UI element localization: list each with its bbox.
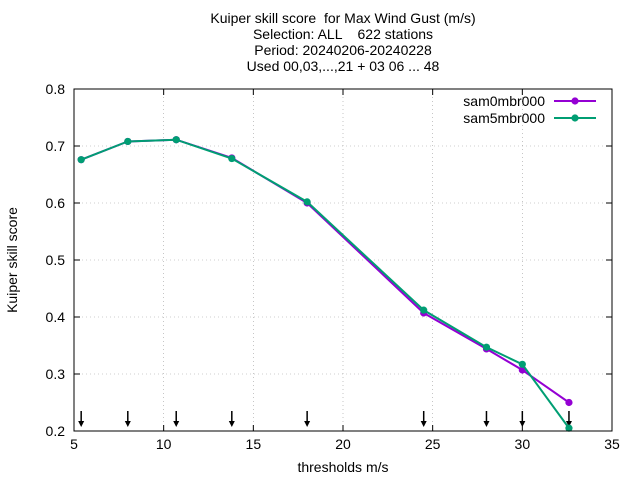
data-point-sam5mbr000 [172,136,180,144]
y-axis-label: Kuiper skill score [4,207,20,313]
data-point-sam5mbr000 [518,360,526,368]
x-tick-label: 20 [335,436,351,452]
grid [74,89,612,431]
threshold-arrow-head [228,421,235,427]
y-tick-label: 0.5 [46,252,66,268]
threshold-markers [78,411,572,427]
threshold-arrow-head [483,421,490,427]
y-tick-label: 0.7 [46,138,66,154]
data-point-sam5mbr000 [303,198,311,206]
x-tick-label: 15 [246,436,262,452]
series-layer [77,136,573,432]
data-point-sam5mbr000 [420,306,428,314]
threshold-arrow-head [565,421,572,427]
threshold-arrow-head [173,421,180,427]
legend-label: sam5mbr000 [463,110,545,126]
x-tick-label: 25 [425,436,441,452]
y-tick-label: 0.4 [46,309,66,325]
y-tick-label: 0.2 [46,423,66,439]
data-point-sam5mbr000 [77,156,85,164]
title-line-2: Selection: ALL 622 stations [252,26,434,42]
chart-title: Kuiper skill score for Max Wind Gust (m/… [0,10,640,74]
x-tick-label: 35 [604,436,620,452]
x-axis-label: thresholds m/s [297,459,388,475]
legend-marker [571,114,579,122]
y-tick-label: 0.3 [46,366,66,382]
x-tick-label: 10 [156,436,172,452]
data-point-sam5mbr000 [565,424,573,432]
data-point-sam0mbr000 [565,398,573,407]
y-tick-label: 0.8 [46,81,66,97]
data-point-sam5mbr000 [482,343,491,351]
threshold-arrow-head [304,421,311,427]
axis-ticks: 0.2 0.3 0.4 0.5 0.6 0.7 0.8 5 10 15 20 25 30 35 [46,81,620,452]
threshold-arrow-head [78,421,85,427]
threshold-arrow-head [519,421,526,427]
title-line-1: Kuiper skill score for Max Wind Gust (m/… [210,10,476,26]
series-line-sam5mbr000 [80,138,570,429]
legend-label: sam0mbr000 [463,93,545,109]
data-point-sam5mbr000 [228,154,236,163]
title-line-4: Used 00,03,...,21 + 03 06 ... 48 [246,58,440,74]
y-tick-label: 0.6 [46,195,66,211]
x-tick-label: 30 [515,436,531,452]
threshold-arrow-head [420,421,427,427]
series-line-sam0mbr000 [80,138,570,404]
x-tick-label: 5 [70,436,78,452]
data-point-sam5mbr000 [124,137,132,146]
title-line-3: Period: 20240206-20240228 [254,42,432,58]
legend-marker [571,97,579,105]
threshold-arrow-head [124,421,131,427]
